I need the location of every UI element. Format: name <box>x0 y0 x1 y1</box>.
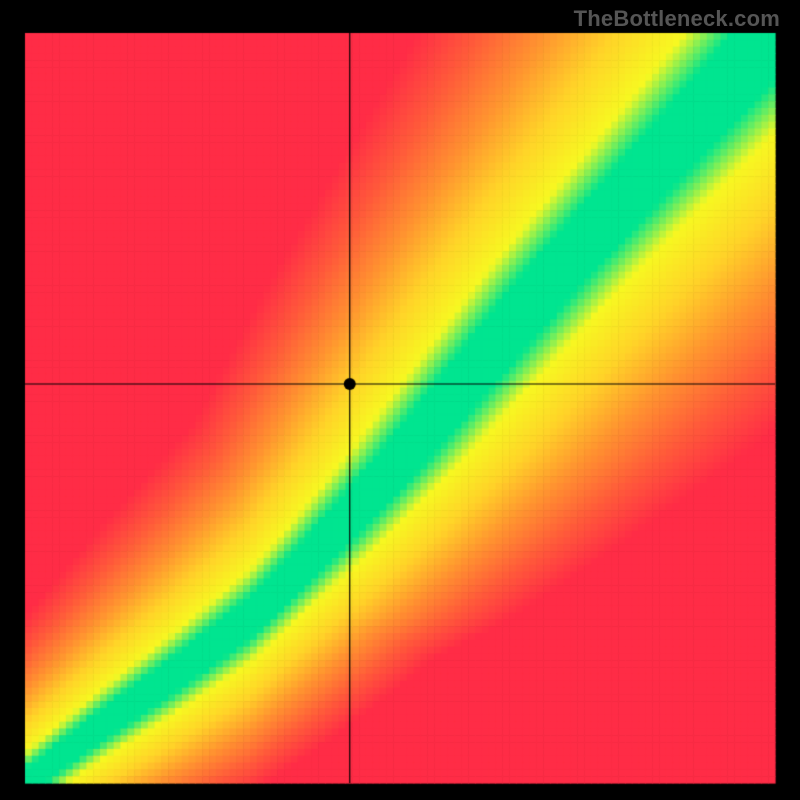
chart-container: TheBottleneck.com <box>0 0 800 800</box>
watermark-text: TheBottleneck.com <box>574 6 780 32</box>
bottleneck-heatmap-canvas <box>0 0 800 800</box>
